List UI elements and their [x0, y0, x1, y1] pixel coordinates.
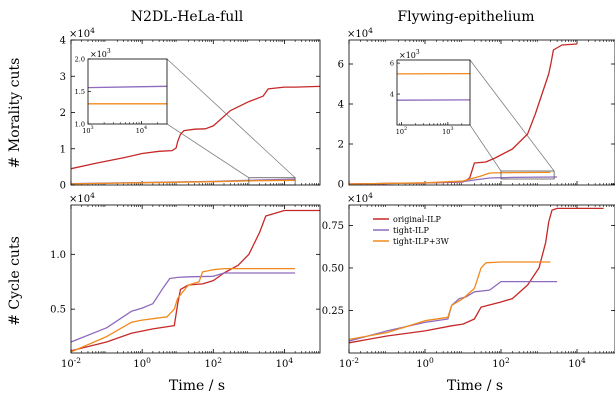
axes-frame	[348, 204, 615, 354]
br-series-original-ilp	[349, 207, 604, 344]
zoom-region-rect	[500, 170, 555, 180]
br-series-tight-ilp	[349, 280, 558, 342]
inset-background	[397, 60, 470, 125]
x-tick-label: 102	[205, 356, 223, 370]
inset-y-tick-label: 6	[390, 60, 394, 68]
inset-background	[88, 59, 167, 124]
y-tick-label: 2	[60, 108, 66, 119]
axes-frame	[348, 39, 615, 186]
x-tick-label: 100	[133, 356, 151, 370]
inset-x-tick-label: 103	[442, 126, 453, 136]
y-multiplier: ×104	[69, 191, 95, 205]
title-right: Flywing-epithelium	[397, 9, 534, 25]
y-tick-label: 4	[338, 100, 344, 111]
inset-connector-bottom	[469, 124, 502, 172]
axes-frame	[70, 39, 321, 186]
inset-connector-top	[469, 59, 555, 172]
legend-label: tight-ILP+3W	[393, 237, 450, 246]
inset-connector-bottom	[166, 123, 250, 179]
xlabel-right: Time / s	[447, 378, 503, 394]
panel-br: 10-2 100 102 1040.250.500.75×104original-IL…	[322, 191, 615, 370]
y-tick-label: 0.50	[322, 263, 344, 274]
bl-series-tight-ilp	[71, 272, 296, 343]
y-tick-label: 6	[338, 60, 344, 71]
x-tick-label: 102	[492, 356, 510, 370]
axes-frame	[70, 204, 321, 354]
inset-connector-top	[166, 58, 296, 179]
inset-y-tick-label: 1.5	[75, 88, 85, 96]
x-tick-label: 104	[276, 356, 294, 370]
ylabel-bottom: # Cycle cuts	[7, 236, 23, 326]
tl-series-tight-ilp-3w	[71, 179, 296, 185]
panel-bl: 10-2 100 102 104 0.5 1.0 ×104	[50, 191, 321, 370]
br-series-tight-ilp-3w	[349, 261, 551, 341]
y-multiplier: ×104	[69, 26, 95, 40]
legend: original-ILP tight-ILP tight-ILP+3W	[373, 215, 450, 246]
inset-y-tick-label: 1.0	[75, 121, 85, 129]
inset-y-multiplier: ×103	[90, 48, 111, 59]
y-tick-label: 3	[60, 72, 66, 83]
ylabel-top: # Morality cuts	[7, 58, 23, 169]
tr-series-tight-ilp-3w	[349, 171, 551, 185]
y-tick-label: 4	[60, 36, 66, 47]
y-tick-label: 2	[338, 140, 344, 151]
y-tick-label: 0.75	[322, 221, 344, 232]
x-tick-label: 104	[568, 356, 586, 370]
inset-frame	[87, 58, 168, 125]
inset-frame	[396, 59, 471, 126]
inset-tr: 102 103 4 6 ×103	[390, 49, 471, 136]
inset-y-multiplier: ×103	[399, 49, 420, 60]
title-left: N2DL-HeLa-full	[131, 9, 244, 25]
y-tick-label: 0.25	[322, 306, 344, 317]
y-tick-label: 0	[338, 180, 344, 191]
y-multiplier: ×104	[347, 191, 373, 205]
inset-tl-series-tight-ilp	[88, 85, 167, 89]
tl-series-original-ilp	[71, 85, 320, 170]
x-tick-label: 10-2	[61, 356, 81, 370]
y-tick-label: 0	[60, 181, 66, 192]
bl-series-tight-ilp-3w	[71, 267, 296, 353]
x-tick-label: 10-2	[339, 356, 359, 370]
inset-x-tick-label: 104	[136, 125, 147, 135]
bl-series-original-ilp	[71, 209, 320, 352]
y-tick-label: 1.0	[50, 250, 66, 261]
y-tick-label: 0.5	[50, 305, 66, 316]
xlabel-left: Time / s	[169, 378, 225, 394]
y-tick-label: 1	[60, 144, 66, 155]
inset-y-tick-label: 2.0	[75, 56, 85, 64]
legend-label: original-ILP	[393, 215, 442, 224]
x-tick-label: 100	[416, 356, 434, 370]
y-multiplier: ×104	[347, 26, 373, 40]
inset-x-tick-label: 102	[396, 126, 407, 136]
inset-x-tick-label: 103	[82, 125, 93, 135]
panel-tr: 0 2 4 6 ×104 102 103 4 6 ×103	[338, 26, 615, 191]
inset-tl: 103 104 1.0 1.5 2.0 ×103	[75, 48, 168, 135]
inset-y-tick-label: 4	[390, 91, 394, 99]
legend-label: tight-ILP	[393, 226, 429, 235]
panel-tl: 0 1 2 3 4×104 103 104 1.0 1.5 2.0 ×103	[60, 26, 321, 192]
